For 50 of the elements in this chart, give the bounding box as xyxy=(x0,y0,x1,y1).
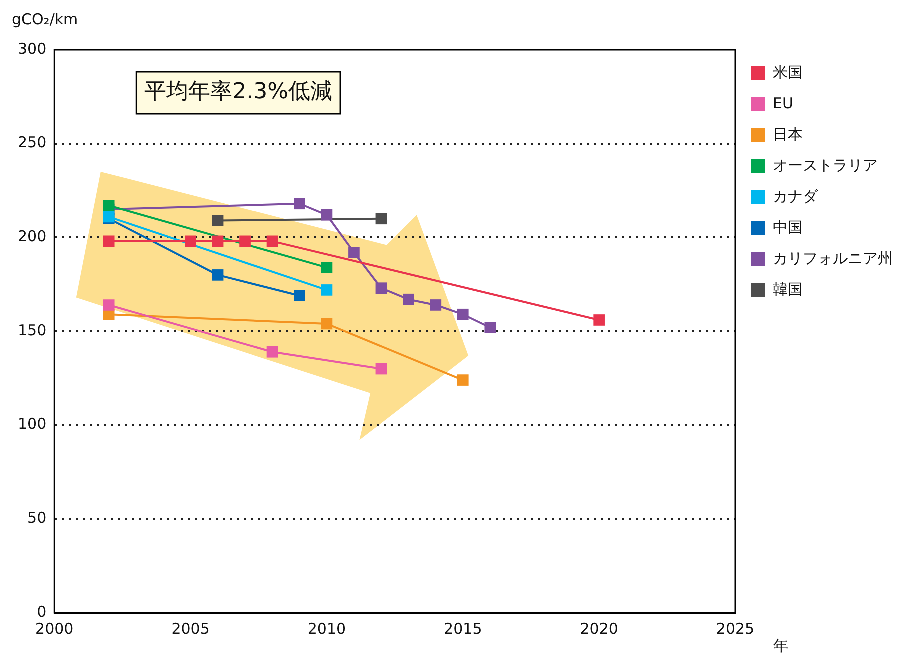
legend-label: カリフォルニア州 xyxy=(773,249,893,268)
y-tick-label: 50 xyxy=(28,509,47,528)
point xyxy=(321,209,333,221)
point xyxy=(103,236,115,248)
point xyxy=(457,308,469,320)
x-tick-label: 2000 xyxy=(36,620,74,638)
annotation: 平均年率2.3%低減 xyxy=(144,80,333,105)
point xyxy=(294,290,306,302)
y-tick-label: 0 xyxy=(37,602,47,621)
point xyxy=(212,215,224,226)
legend-label: 韓国 xyxy=(773,280,803,298)
point xyxy=(348,247,360,258)
point xyxy=(266,346,278,358)
y-tick-label: 200 xyxy=(18,228,47,246)
y-tick-label: 150 xyxy=(18,321,47,340)
point xyxy=(594,314,605,326)
point xyxy=(457,374,469,386)
point xyxy=(430,300,442,311)
y-axis-title: gCO₂/km xyxy=(12,10,78,28)
point xyxy=(294,198,306,210)
legend-label: 中国 xyxy=(773,218,803,236)
point xyxy=(376,213,388,225)
x-tick-label: 2025 xyxy=(716,620,755,638)
y-tick-label: 250 xyxy=(18,134,47,152)
point xyxy=(103,200,115,212)
y-tick-label: 300 xyxy=(18,40,47,58)
x-tick-label: 2020 xyxy=(580,620,618,638)
point xyxy=(376,282,388,294)
legend-label: オーストラリア xyxy=(773,156,878,174)
x-tick-label: 2010 xyxy=(308,620,346,638)
point xyxy=(240,236,251,248)
point xyxy=(185,236,196,248)
x-tick-label: 2005 xyxy=(172,620,210,638)
point xyxy=(376,363,388,375)
x-tick-label: 2015 xyxy=(444,620,482,638)
point xyxy=(321,262,333,274)
point xyxy=(484,322,496,334)
point xyxy=(403,294,414,306)
point xyxy=(321,284,333,296)
point xyxy=(103,300,115,311)
legend-label: 日本 xyxy=(773,125,803,144)
point xyxy=(212,270,224,281)
point xyxy=(212,236,224,248)
point xyxy=(266,236,278,248)
x-axis-title: 年 xyxy=(774,636,788,655)
y-tick-label: 100 xyxy=(18,415,47,434)
legend-label: EU xyxy=(773,94,794,112)
legend-label: 米国 xyxy=(773,63,803,82)
legend-label: カナダ xyxy=(773,187,819,206)
point xyxy=(321,318,333,330)
